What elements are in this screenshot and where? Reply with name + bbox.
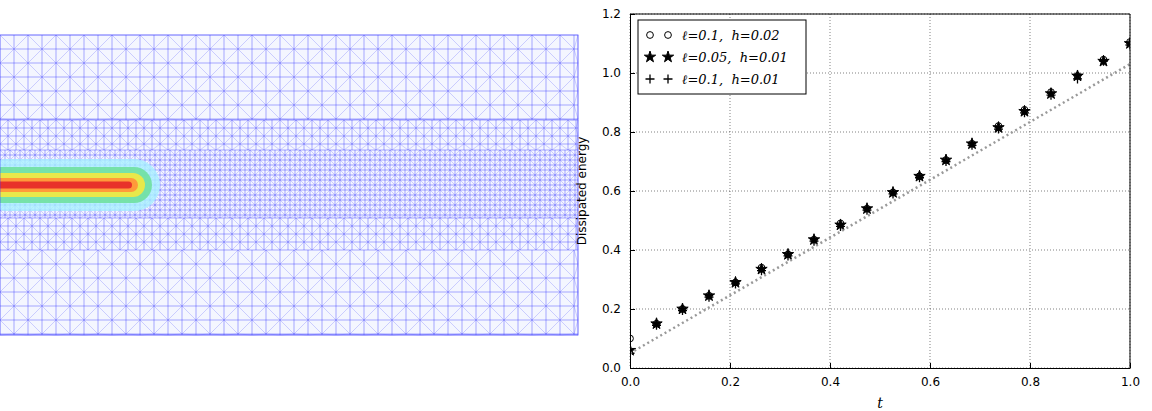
x-tick-mark [730, 363, 731, 368]
y-tick: 0.8 [602, 125, 635, 139]
y-tick-mark [630, 309, 635, 310]
grid-line-y [630, 191, 1130, 192]
plot-area [630, 14, 1130, 368]
data-point [1099, 57, 1108, 66]
x-tick: 0.2 [721, 363, 740, 389]
legend-box [638, 20, 806, 94]
mesh-border [0, 35, 578, 335]
reference-line [630, 64, 1130, 353]
x-tick-label: 0.2 [721, 375, 740, 389]
y-tick-label: 0.6 [602, 184, 621, 198]
y-tick-label: 1.2 [602, 7, 621, 21]
x-tick-label: 0.4 [821, 375, 840, 389]
y-tick: 0.6 [602, 184, 635, 198]
x-tick-label: 0.6 [921, 375, 940, 389]
data-point [1047, 91, 1056, 100]
legend-marker [665, 32, 672, 39]
crack-field [0, 159, 160, 211]
data-point [968, 141, 977, 150]
legend-marker [647, 32, 654, 39]
y-tick-mark [630, 250, 635, 251]
data-point [678, 306, 687, 315]
crack-field [0, 182, 132, 189]
x-axis-title: t [877, 395, 883, 411]
y-tick: 0.0 [602, 361, 635, 375]
crack-field [0, 178, 138, 192]
data-point [652, 321, 661, 330]
data-point [1098, 55, 1109, 66]
y-tick: 0.4 [602, 243, 635, 257]
y-tick-mark [630, 191, 635, 192]
y-tick-mark [630, 132, 635, 133]
data-point [889, 189, 898, 198]
grid-line-x [830, 14, 831, 368]
data-point [1126, 40, 1131, 49]
data-point [1073, 74, 1082, 83]
x-axis-line [631, 368, 1131, 369]
legend-label: ℓ=0.05, h=0.01 [682, 50, 788, 65]
y-tick-label: 0.8 [602, 125, 621, 139]
x-tick-mark [1030, 363, 1031, 368]
data-point [757, 266, 766, 275]
data-point [705, 293, 714, 302]
y-tick: 0.2 [602, 302, 635, 316]
legend: ℓ=0.1, h=0.02 ℓ=0.05, h=0.01 ℓ=0.1, h=0.01 [638, 20, 806, 94]
data-point [1124, 38, 1130, 49]
x-tick-label: 0.0 [621, 375, 640, 389]
y-tick-mark [630, 368, 635, 369]
grid-line-y [630, 368, 1130, 369]
data-point [731, 279, 740, 288]
legend-marker [646, 75, 655, 84]
y-tick-label: 1.0 [602, 66, 621, 80]
x-axis: 0.0 0.2 0.4 0.6 0.8 1.0 [621, 363, 1140, 389]
x-tick: 0.4 [821, 363, 840, 389]
y-tick-mark [630, 14, 635, 15]
plot-frame [630, 14, 1130, 368]
x-tick: 0.8 [1021, 363, 1040, 389]
y-axis: 0.0 0.2 0.4 0.6 0.8 1.0 1.2 [602, 7, 635, 375]
x-tick-label: 0.8 [1021, 375, 1040, 389]
legend-marker [664, 75, 673, 84]
crack-field [0, 173, 145, 197]
x-tick-label: 1.0 [1121, 375, 1140, 389]
x-tick-mark [1130, 363, 1131, 368]
legend-label: ℓ=0.1, h=0.02 [682, 28, 780, 43]
legend-label: ℓ=0.1, h=0.01 [682, 72, 780, 87]
y-axis-title: Dissipated energy [575, 137, 589, 246]
x-tick-mark [930, 363, 931, 368]
x-tick: 1.0 [1121, 363, 1140, 389]
y-tick-label: 0.2 [602, 302, 621, 316]
x-tick: 0.6 [921, 363, 940, 389]
data-point [863, 206, 872, 215]
data-point [942, 157, 951, 166]
crack-field [0, 167, 152, 203]
y-tick-mark [630, 73, 635, 74]
legend-marker [662, 51, 673, 62]
y-tick: 1.2 [602, 7, 635, 21]
y-tick-label: 0.4 [602, 243, 621, 257]
grid-line-y [630, 250, 1130, 251]
plot-marks [630, 38, 1130, 358]
figure: 0.0 0.2 0.4 0.6 0.8 1.0 0.0 0.2 0.4 0.6 0.8 1.0 1.2 t… [0, 0, 1152, 411]
mesh-image [0, 35, 578, 335]
x-tick-mark [830, 363, 831, 368]
y-tick: 1.0 [602, 66, 635, 80]
data-point [994, 125, 1003, 134]
grid-line-y [630, 132, 1130, 133]
grid [630, 14, 1130, 368]
legend-marker [644, 51, 655, 62]
data-point [915, 173, 924, 182]
y-tick-label: 0.0 [602, 361, 621, 375]
data-point [1020, 108, 1029, 117]
